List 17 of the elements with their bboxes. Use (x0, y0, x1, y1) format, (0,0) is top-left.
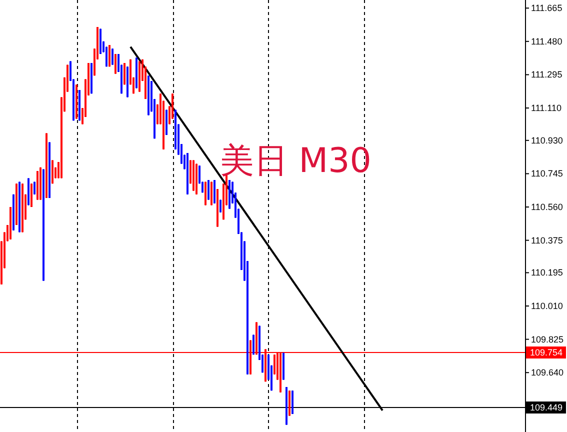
ref-label: 109.449 (526, 402, 566, 414)
y-tick-label: 111.110 (531, 103, 562, 113)
y-tick-label: 111.295 (531, 70, 562, 80)
y-tick-label: 110.930 (531, 135, 563, 146)
y-tick-label: 110.375 (531, 235, 563, 246)
ref-line-label: 109.754 (530, 348, 563, 358)
y-tick-label: 111.665 (531, 3, 562, 14)
text: 美日 M30 (220, 141, 372, 181)
y-tick-label: 110.010 (531, 301, 563, 311)
y-tick-label: 110.560 (531, 202, 563, 212)
y-tick-label: 109.825 (531, 334, 564, 344)
ref-label: 109.754 (526, 346, 566, 358)
y-tick-label: 110.745 (531, 168, 563, 179)
y-tick-label: 110.195 (531, 268, 563, 278)
ref-line-label: 109.449 (530, 402, 563, 412)
y-tick-label: 111.480 (531, 36, 562, 46)
y-tick-label: 109.640 (531, 368, 564, 378)
